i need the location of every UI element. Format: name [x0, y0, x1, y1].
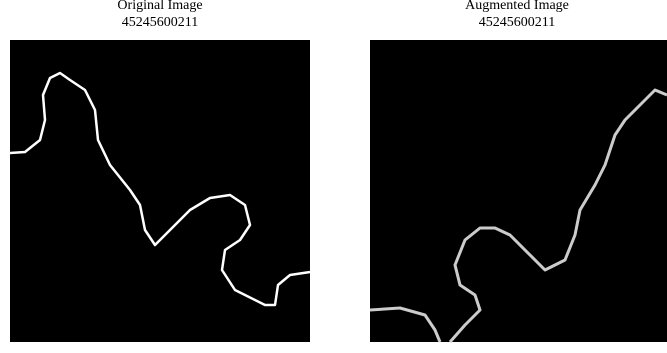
original-image	[10, 40, 310, 342]
figure: Original Image 45245600211 Augmented Ima…	[0, 0, 667, 348]
panel-title: Augmented Image	[465, 0, 569, 13]
panel-title: Original Image	[117, 0, 202, 13]
augmented-image	[370, 40, 667, 342]
panel-subtitle: 45245600211	[479, 15, 555, 30]
panel-subtitle: 45245600211	[122, 15, 198, 30]
page: Original Image 45245600211 Augmented Ima…	[0, 0, 667, 348]
